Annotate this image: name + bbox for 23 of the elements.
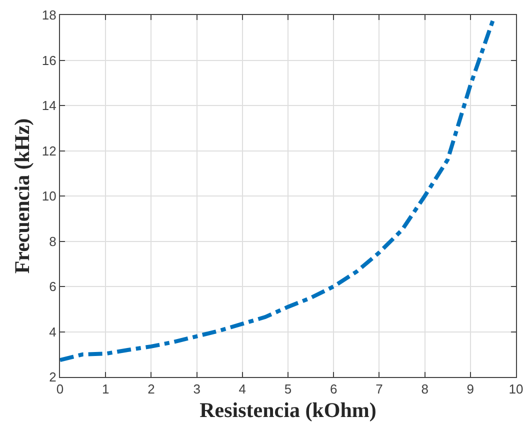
- x-tick-label: 10: [508, 382, 524, 397]
- x-tick-label: 6: [330, 382, 338, 397]
- y-tick-label: 18: [42, 8, 56, 23]
- x-tick-label: 2: [148, 382, 155, 397]
- y-tick-label: 16: [42, 52, 56, 68]
- x-tick-label: 5: [284, 382, 292, 397]
- y-tick-label: 2: [49, 370, 56, 385]
- x-tick-label: 1: [102, 382, 110, 397]
- x-tick-label: 3: [193, 382, 200, 397]
- x-tick-label: 4: [238, 382, 246, 397]
- x-tick-label: 8: [421, 382, 428, 397]
- x-tick-label: 9: [466, 382, 474, 397]
- y-tick-label: 12: [42, 143, 56, 158]
- y-axis-title: Frecuencia (kHz): [10, 118, 34, 274]
- x-tick-label: 0: [56, 382, 64, 397]
- line-series: [60, 18, 496, 362]
- y-tick-label: 6: [49, 279, 56, 294]
- y-tick-label: 14: [42, 98, 56, 114]
- x-axis-title: Resistencia (kOhm): [200, 398, 376, 422]
- y-tick-label: 8: [49, 234, 56, 249]
- y-tick-label: 10: [42, 188, 56, 204]
- x-tick-label: 7: [376, 382, 383, 397]
- y-tick-label: 4: [49, 324, 56, 340]
